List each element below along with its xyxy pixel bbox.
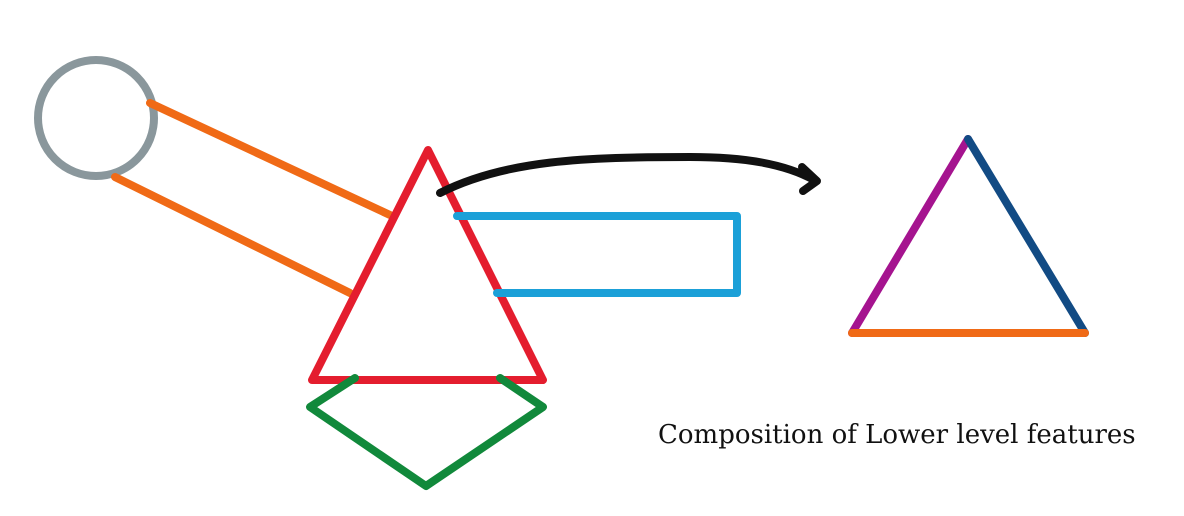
result-right-edge [964,135,1089,337]
main-triangle [308,146,547,384]
result-left-edge [848,135,972,337]
arrowhead-icon [798,163,821,195]
lower-arm-line [111,173,354,297]
composition-arrow [436,153,818,197]
circle-shape [34,56,158,180]
diamond-shape [306,374,547,490]
diagram-caption: Composition of Lower level features [658,420,1136,450]
rectangle-shape [453,212,741,297]
upper-arm-line [146,99,394,219]
